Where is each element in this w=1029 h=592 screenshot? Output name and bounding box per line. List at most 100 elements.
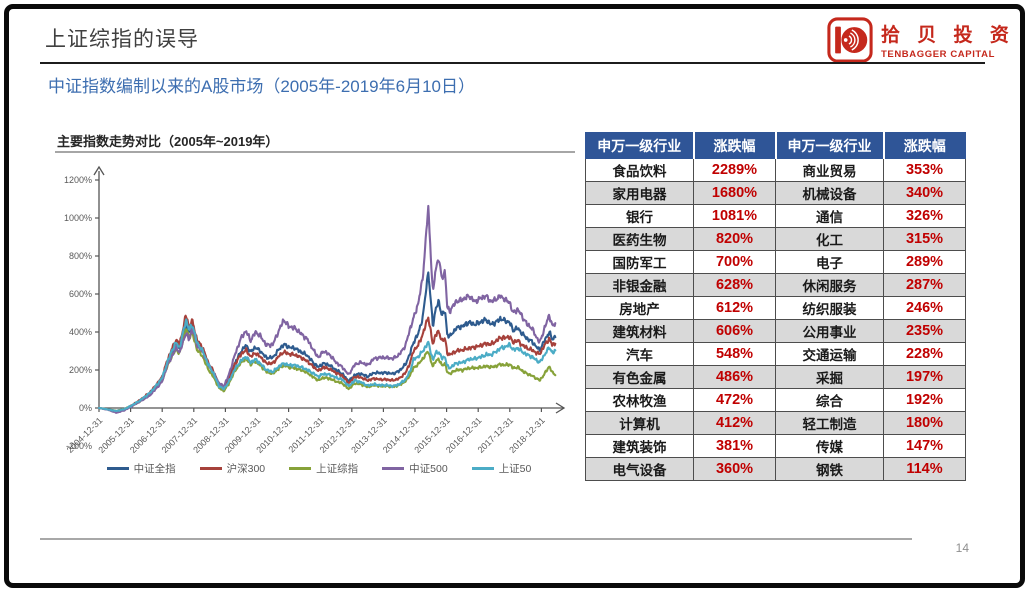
- industry-cell: 电气设备: [585, 457, 694, 481]
- legend-swatch: [199, 467, 222, 470]
- table-row: 建筑装饰 381% 传媒 147%: [585, 434, 966, 458]
- series-line-上证综指: [97, 328, 557, 413]
- table-header-cell: 涨跌幅: [882, 132, 966, 159]
- table-row: 非银金融 628% 休闲服务 287%: [585, 273, 966, 297]
- series-line-中证全指: [97, 271, 557, 413]
- legend-item: 上证50: [471, 461, 532, 476]
- page-number: 14: [955, 541, 969, 555]
- slide-frame: 上证综指的误导 拾 贝 投 资 TENBAGGER CAPITAL 中证指数编制…: [4, 4, 1025, 588]
- industry-cell: 轻工制造: [775, 411, 884, 435]
- industry-cell: 公用事业: [775, 319, 884, 343]
- logo-name-cn: 拾 贝 投 资: [881, 25, 1015, 46]
- legend-item: 沪深300: [199, 461, 266, 476]
- industry-cell: 农林牧渔: [585, 388, 694, 412]
- industry-cell: 休闲服务: [775, 273, 884, 297]
- change-cell: 353%: [883, 158, 966, 182]
- header-divider: [40, 62, 985, 64]
- table-row: 医药生物 820% 化工 315%: [585, 227, 966, 251]
- industry-cell: 国防军工: [585, 250, 694, 274]
- change-cell: 1680%: [693, 181, 776, 205]
- industry-cell: 商业贸易: [775, 158, 884, 182]
- industry-cell: 通信: [775, 204, 884, 228]
- change-cell: 472%: [693, 388, 776, 412]
- table-row: 国防军工 700% 电子 289%: [585, 250, 966, 274]
- legend-item: 上证综指: [289, 461, 358, 476]
- table-row: 有色金属 486% 采掘 197%: [585, 365, 966, 389]
- industry-cell: 建筑装饰: [585, 434, 694, 458]
- change-cell: 548%: [693, 342, 776, 366]
- industry-cell: 传媒: [775, 434, 884, 458]
- change-cell: 197%: [883, 365, 966, 389]
- legend-label: 沪深300: [226, 463, 266, 475]
- svg-text:-200%: -200%: [66, 441, 92, 451]
- legend-label: 上证综指: [316, 463, 359, 475]
- svg-text:400%: 400%: [69, 327, 92, 337]
- legend-label: 中证全指: [133, 463, 176, 475]
- table-row: 建筑材料 606% 公用事业 235%: [585, 319, 966, 343]
- change-cell: 228%: [883, 342, 966, 366]
- change-cell: 315%: [883, 227, 966, 251]
- svg-text:1200%: 1200%: [64, 175, 92, 185]
- trend-line-chart: 1200%1000%800%600%400%200%0%-200%2004-12…: [64, 165, 566, 455]
- table-row: 电气设备 360% 钢铁 114%: [585, 457, 966, 481]
- change-cell: 360%: [693, 457, 776, 481]
- industry-cell: 食品饮料: [585, 158, 694, 182]
- table-row: 银行 1081% 通信 326%: [585, 204, 966, 228]
- industry-cell: 电子: [775, 250, 884, 274]
- change-cell: 326%: [883, 204, 966, 228]
- industry-cell: 房地产: [585, 296, 694, 320]
- change-cell: 486%: [693, 365, 776, 389]
- change-cell: 628%: [693, 273, 776, 297]
- industry-cell: 机械设备: [775, 181, 884, 205]
- industry-cell: 有色金属: [585, 365, 694, 389]
- change-cell: 2289%: [693, 158, 776, 182]
- change-cell: 612%: [693, 296, 776, 320]
- table-header-cell: 申万一级行业: [585, 132, 694, 159]
- legend-item: 中证全指: [106, 461, 176, 476]
- change-cell: 114%: [883, 457, 966, 481]
- industry-cell: 纺织服装: [775, 296, 884, 320]
- logo-name-en: TENBAGGER CAPITAL: [881, 49, 995, 60]
- legend-item: 中证500: [382, 461, 448, 476]
- industry-cell: 计算机: [585, 411, 694, 435]
- table-header-cell: 涨跌幅: [692, 132, 776, 159]
- chart-title: 主要指数走势对比（2005年~2019年）: [57, 134, 279, 149]
- table-header-row: 申万一级行业 涨跌幅 申万一级行业 涨跌幅: [585, 132, 966, 159]
- change-cell: 820%: [693, 227, 776, 251]
- change-cell: 1081%: [693, 204, 776, 228]
- change-cell: 606%: [693, 319, 776, 343]
- table-row: 房地产 612% 纺织服装 246%: [585, 296, 966, 320]
- change-cell: 192%: [883, 388, 966, 412]
- change-cell: 381%: [693, 434, 776, 458]
- change-cell: 287%: [883, 273, 966, 297]
- series-line-中证500: [97, 204, 557, 414]
- industry-cell: 银行: [585, 204, 694, 228]
- industry-cell: 钢铁: [775, 457, 884, 481]
- legend-label: 中证500: [409, 463, 448, 475]
- table-row: 汽车 548% 交通运输 228%: [585, 342, 966, 366]
- change-cell: 340%: [883, 181, 966, 205]
- industry-cell: 家用电器: [585, 181, 694, 205]
- industry-cell: 采掘: [775, 365, 884, 389]
- legend-label: 上证50: [498, 463, 532, 475]
- table-row: 农林牧渔 472% 综合 192%: [585, 388, 966, 412]
- slide-subtitle: 中证指数编制以来的A股市场（2005年-2019年6月10日）: [48, 77, 475, 96]
- industry-cell: 非银金融: [585, 273, 694, 297]
- change-cell: 700%: [693, 250, 776, 274]
- change-cell: 180%: [883, 411, 966, 435]
- industry-cell: 综合: [775, 388, 884, 412]
- industry-cell: 建筑材料: [585, 319, 694, 343]
- table-row: 计算机 412% 轻工制造 180%: [585, 411, 966, 435]
- change-cell: 235%: [883, 319, 966, 343]
- change-cell: 246%: [883, 296, 966, 320]
- svg-text:800%: 800%: [69, 251, 92, 261]
- logo-shell-icon: [827, 17, 873, 63]
- svg-text:200%: 200%: [69, 365, 92, 375]
- industry-cell: 化工: [775, 227, 884, 251]
- logo-text: 拾 贝 投 资 TENBAGGER CAPITAL: [881, 20, 1015, 60]
- svg-text:1000%: 1000%: [64, 213, 92, 223]
- chart-title-underline: [55, 151, 575, 153]
- legend-swatch: [106, 467, 129, 470]
- change-cell: 412%: [693, 411, 776, 435]
